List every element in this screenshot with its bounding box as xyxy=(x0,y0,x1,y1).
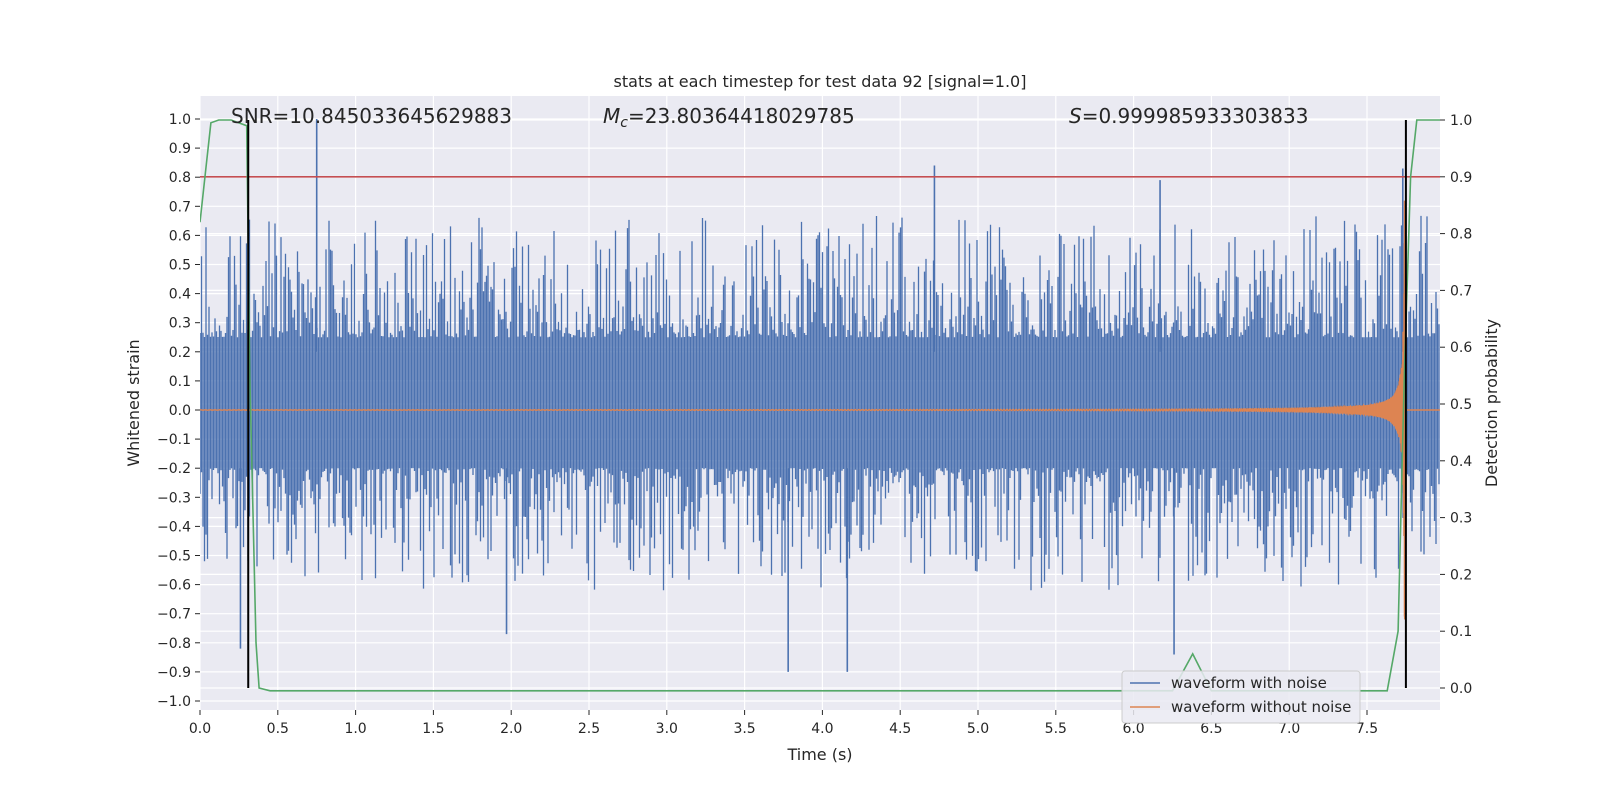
tick-label-left: 0.5 xyxy=(169,258,191,274)
tick-label-left: −0.3 xyxy=(157,490,191,506)
tick-label-right: 0.7 xyxy=(1450,283,1472,299)
tick-label-left: −0.8 xyxy=(157,636,191,652)
series-waveform-with-noise xyxy=(200,215,1440,591)
legend-label-noise: waveform with noise xyxy=(1171,674,1327,692)
left-axis-ticks: 1.0 0.9 0.8 0.7 0.6 0.5 0.4 0.3 0.2 0.1 0.0 −0.1 −0.… xyxy=(157,112,200,710)
chirp-mass-subscript: c xyxy=(620,115,628,131)
chirp-mass-value: =23.80364418029785 xyxy=(628,104,855,128)
tick-label-right: 0.3 xyxy=(1450,511,1472,527)
score-value: =0.999985933303833 xyxy=(1082,104,1309,128)
tick-label-left: −1.0 xyxy=(157,694,191,710)
tick-label-right: 0.2 xyxy=(1450,567,1472,583)
tick-label-bottom: 3.5 xyxy=(733,721,755,737)
right-y-axis-label: Detection probability xyxy=(1482,319,1501,487)
chart-title: stats at each timestep for test data 92 … xyxy=(614,72,1027,91)
tick-label-left: 0.6 xyxy=(169,228,191,244)
snr-annotation: SNR=10.845033645629883 xyxy=(231,104,512,128)
tick-label-bottom: 0.0 xyxy=(189,721,211,737)
tick-label-bottom: 1.0 xyxy=(344,721,366,737)
tick-label-left: −0.2 xyxy=(157,461,191,477)
tick-label-right: 0.0 xyxy=(1450,681,1472,697)
series-detection-probability xyxy=(200,119,1440,692)
tick-label-right: 0.6 xyxy=(1450,340,1472,356)
tick-label-bottom: 5.0 xyxy=(967,721,989,737)
score-symbol: S xyxy=(1069,104,1082,128)
tick-label-right: 0.5 xyxy=(1450,397,1472,413)
tick-label-bottom: 4.0 xyxy=(811,721,833,737)
bottom-axis-ticks: 0.0 0.5 1.0 1.5 2.0 2.5 3.0 3.5 4.0 4.5 5.0 5.5 6.0 6… xyxy=(189,710,1378,737)
chirp-mass-annotation: Mc=23.80364418029785 xyxy=(603,104,855,131)
tick-label-left: 0.2 xyxy=(169,345,191,361)
tick-label-left: 0.0 xyxy=(169,403,191,419)
tick-label-bottom: 1.5 xyxy=(422,721,444,737)
tick-label-left: −0.7 xyxy=(157,607,191,623)
tick-label-bottom: 0.5 xyxy=(267,721,289,737)
tick-label-bottom: 4.5 xyxy=(889,721,911,737)
tick-label-bottom: 2.5 xyxy=(578,721,600,737)
tick-label-left: 0.8 xyxy=(169,170,191,186)
tick-label-left: −0.4 xyxy=(157,519,191,535)
chirp-mass-symbol: M xyxy=(603,104,620,128)
tick-label-left: 0.4 xyxy=(169,287,191,303)
right-axis-ticks: 1.0 0.9 0.8 0.7 0.6 0.5 0.4 0.3 0.2 0.1 0.0 xyxy=(1440,113,1472,697)
tick-label-left: −0.5 xyxy=(157,549,191,565)
tick-label-bottom: 6.0 xyxy=(1122,721,1144,737)
tick-label-right: 0.9 xyxy=(1450,170,1472,186)
series-layer xyxy=(200,119,1440,692)
tick-label-left: −0.6 xyxy=(157,578,191,594)
tick-label-left: 0.1 xyxy=(169,374,191,390)
legend-box xyxy=(1121,670,1361,724)
tick-label-left: 1.0 xyxy=(169,112,191,128)
tick-label-bottom: 7.0 xyxy=(1278,721,1300,737)
tick-label-right: 0.1 xyxy=(1450,624,1472,640)
tick-label-left: 0.3 xyxy=(169,316,191,332)
x-axis-label: Time (s) xyxy=(786,745,852,764)
tick-label-bottom: 7.5 xyxy=(1356,721,1378,737)
tick-label-bottom: 2.0 xyxy=(500,721,522,737)
tick-label-right: 1.0 xyxy=(1450,113,1472,129)
legend-label-clean: waveform without noise xyxy=(1171,698,1351,716)
tick-label-bottom: 6.5 xyxy=(1200,721,1222,737)
y-axis-label: Whitened strain xyxy=(124,339,143,466)
tick-label-left: −0.1 xyxy=(157,432,191,448)
tick-label-bottom: 5.5 xyxy=(1045,721,1067,737)
score-annotation: S=0.999985933303833 xyxy=(1069,104,1308,128)
tick-label-right: 0.4 xyxy=(1450,454,1472,470)
tick-label-bottom: 3.0 xyxy=(656,721,678,737)
legend: waveform with noise waveform without noi… xyxy=(1121,670,1361,724)
tick-label-right: 0.8 xyxy=(1450,227,1472,243)
series-waveform-without-noise xyxy=(200,200,1440,620)
tick-label-left: 0.7 xyxy=(169,199,191,215)
tick-label-left: 0.9 xyxy=(169,141,191,157)
tick-label-left: −0.9 xyxy=(157,665,191,681)
